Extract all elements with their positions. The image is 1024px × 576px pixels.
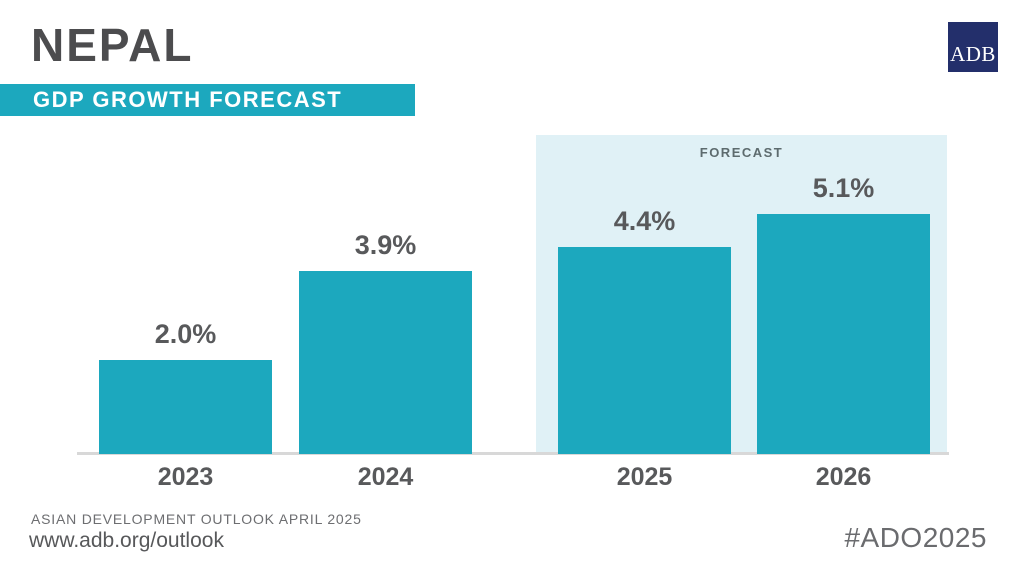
footer-hashtag: #ADO2025	[844, 522, 987, 553]
bar-value-label-2026: 5.1%	[812, 173, 875, 203]
x-axis-tick-2026: 2026	[815, 463, 872, 491]
subtitle-banner: GDP GROWTH FORECAST	[0, 84, 415, 116]
adb-logo: ADB	[948, 22, 998, 72]
bar-2026	[757, 214, 930, 454]
x-axis-tick-2025: 2025	[616, 463, 673, 491]
footer-url: www.adb.org/outlook	[29, 529, 224, 552]
x-axis-tick-2024: 2024	[357, 463, 414, 491]
subtitle-banner-label: GDP GROWTH FORECAST	[33, 87, 343, 112]
x-axis-line	[77, 452, 949, 455]
adb-logo-text: ADB	[950, 42, 996, 66]
bar-2025	[558, 247, 731, 454]
footer-publication: ASIAN DEVELOPMENT OUTLOOK APRIL 2025	[31, 511, 362, 527]
bar-value-label-2024: 3.9%	[354, 230, 417, 260]
page-title: NEPAL	[31, 19, 194, 71]
x-axis-tick-2023: 2023	[157, 463, 214, 491]
bar-value-label-2023: 2.0%	[154, 319, 217, 349]
forecast-label: FORECAST	[699, 145, 784, 160]
bar-2024	[299, 271, 472, 454]
bar-2023	[99, 360, 272, 454]
bar-value-label-2025: 4.4%	[613, 206, 676, 236]
